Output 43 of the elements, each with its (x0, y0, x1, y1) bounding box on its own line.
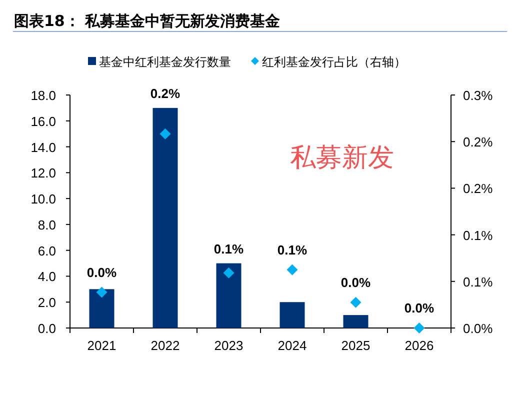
y-tick-label: 4.0 (38, 269, 56, 284)
point (160, 128, 171, 140)
bar (216, 263, 242, 328)
annotation: 私募新发 (290, 143, 394, 173)
point (350, 296, 362, 308)
y-tick-label: 18.0 (30, 88, 56, 103)
bar (152, 108, 178, 328)
data-label: 0.1% (277, 242, 308, 258)
legend-label: 红利基金发行占比（右轴） (262, 55, 406, 69)
y2-tick-label: 0.3% (463, 88, 494, 103)
y-tick-label: 6.0 (38, 243, 56, 258)
bar (89, 289, 114, 328)
y-tick-label: 8.0 (38, 217, 56, 232)
y-tick-label: 16.0 (30, 114, 56, 129)
data-label: 0.0% (340, 274, 371, 290)
x-tick-label: 2022 (150, 338, 180, 353)
y2-tick-label: 0.2% (463, 181, 494, 196)
data-label: 0.0% (86, 264, 117, 280)
point (414, 322, 425, 334)
y2-tick-label: 0.1% (463, 228, 494, 243)
chart-title: 图表18： 私募基金中暂无新发消费基金 (14, 12, 280, 30)
y2-tick-label: 0.2% (463, 134, 494, 150)
x-tick-label: 2023 (214, 338, 244, 353)
y-tick-label: 12.0 (30, 166, 56, 181)
point (286, 264, 298, 276)
point (223, 267, 234, 278)
y2-tick-label: 0.0% (463, 321, 494, 336)
x-tick-label: 2025 (341, 338, 370, 353)
data-label: 0.0% (404, 300, 434, 316)
y-tick-label: 10.0 (30, 192, 56, 207)
x-tick-label: 2026 (404, 338, 434, 353)
y-tick-label: 0.0 (38, 321, 56, 336)
bar (343, 315, 368, 328)
point (96, 286, 108, 298)
y-tick-label: 2.0 (38, 295, 56, 310)
data-label: 0.1% (214, 241, 244, 256)
x-tick-label: 2024 (278, 338, 307, 353)
data-label: 0.2% (150, 86, 180, 101)
bar (280, 302, 305, 328)
y2-tick-label: 0.1% (463, 274, 494, 290)
legend-label: 基金中红利基金发行数量 (99, 55, 231, 69)
y-tick-label: 14.0 (30, 140, 56, 155)
x-tick-label: 2021 (87, 338, 116, 353)
